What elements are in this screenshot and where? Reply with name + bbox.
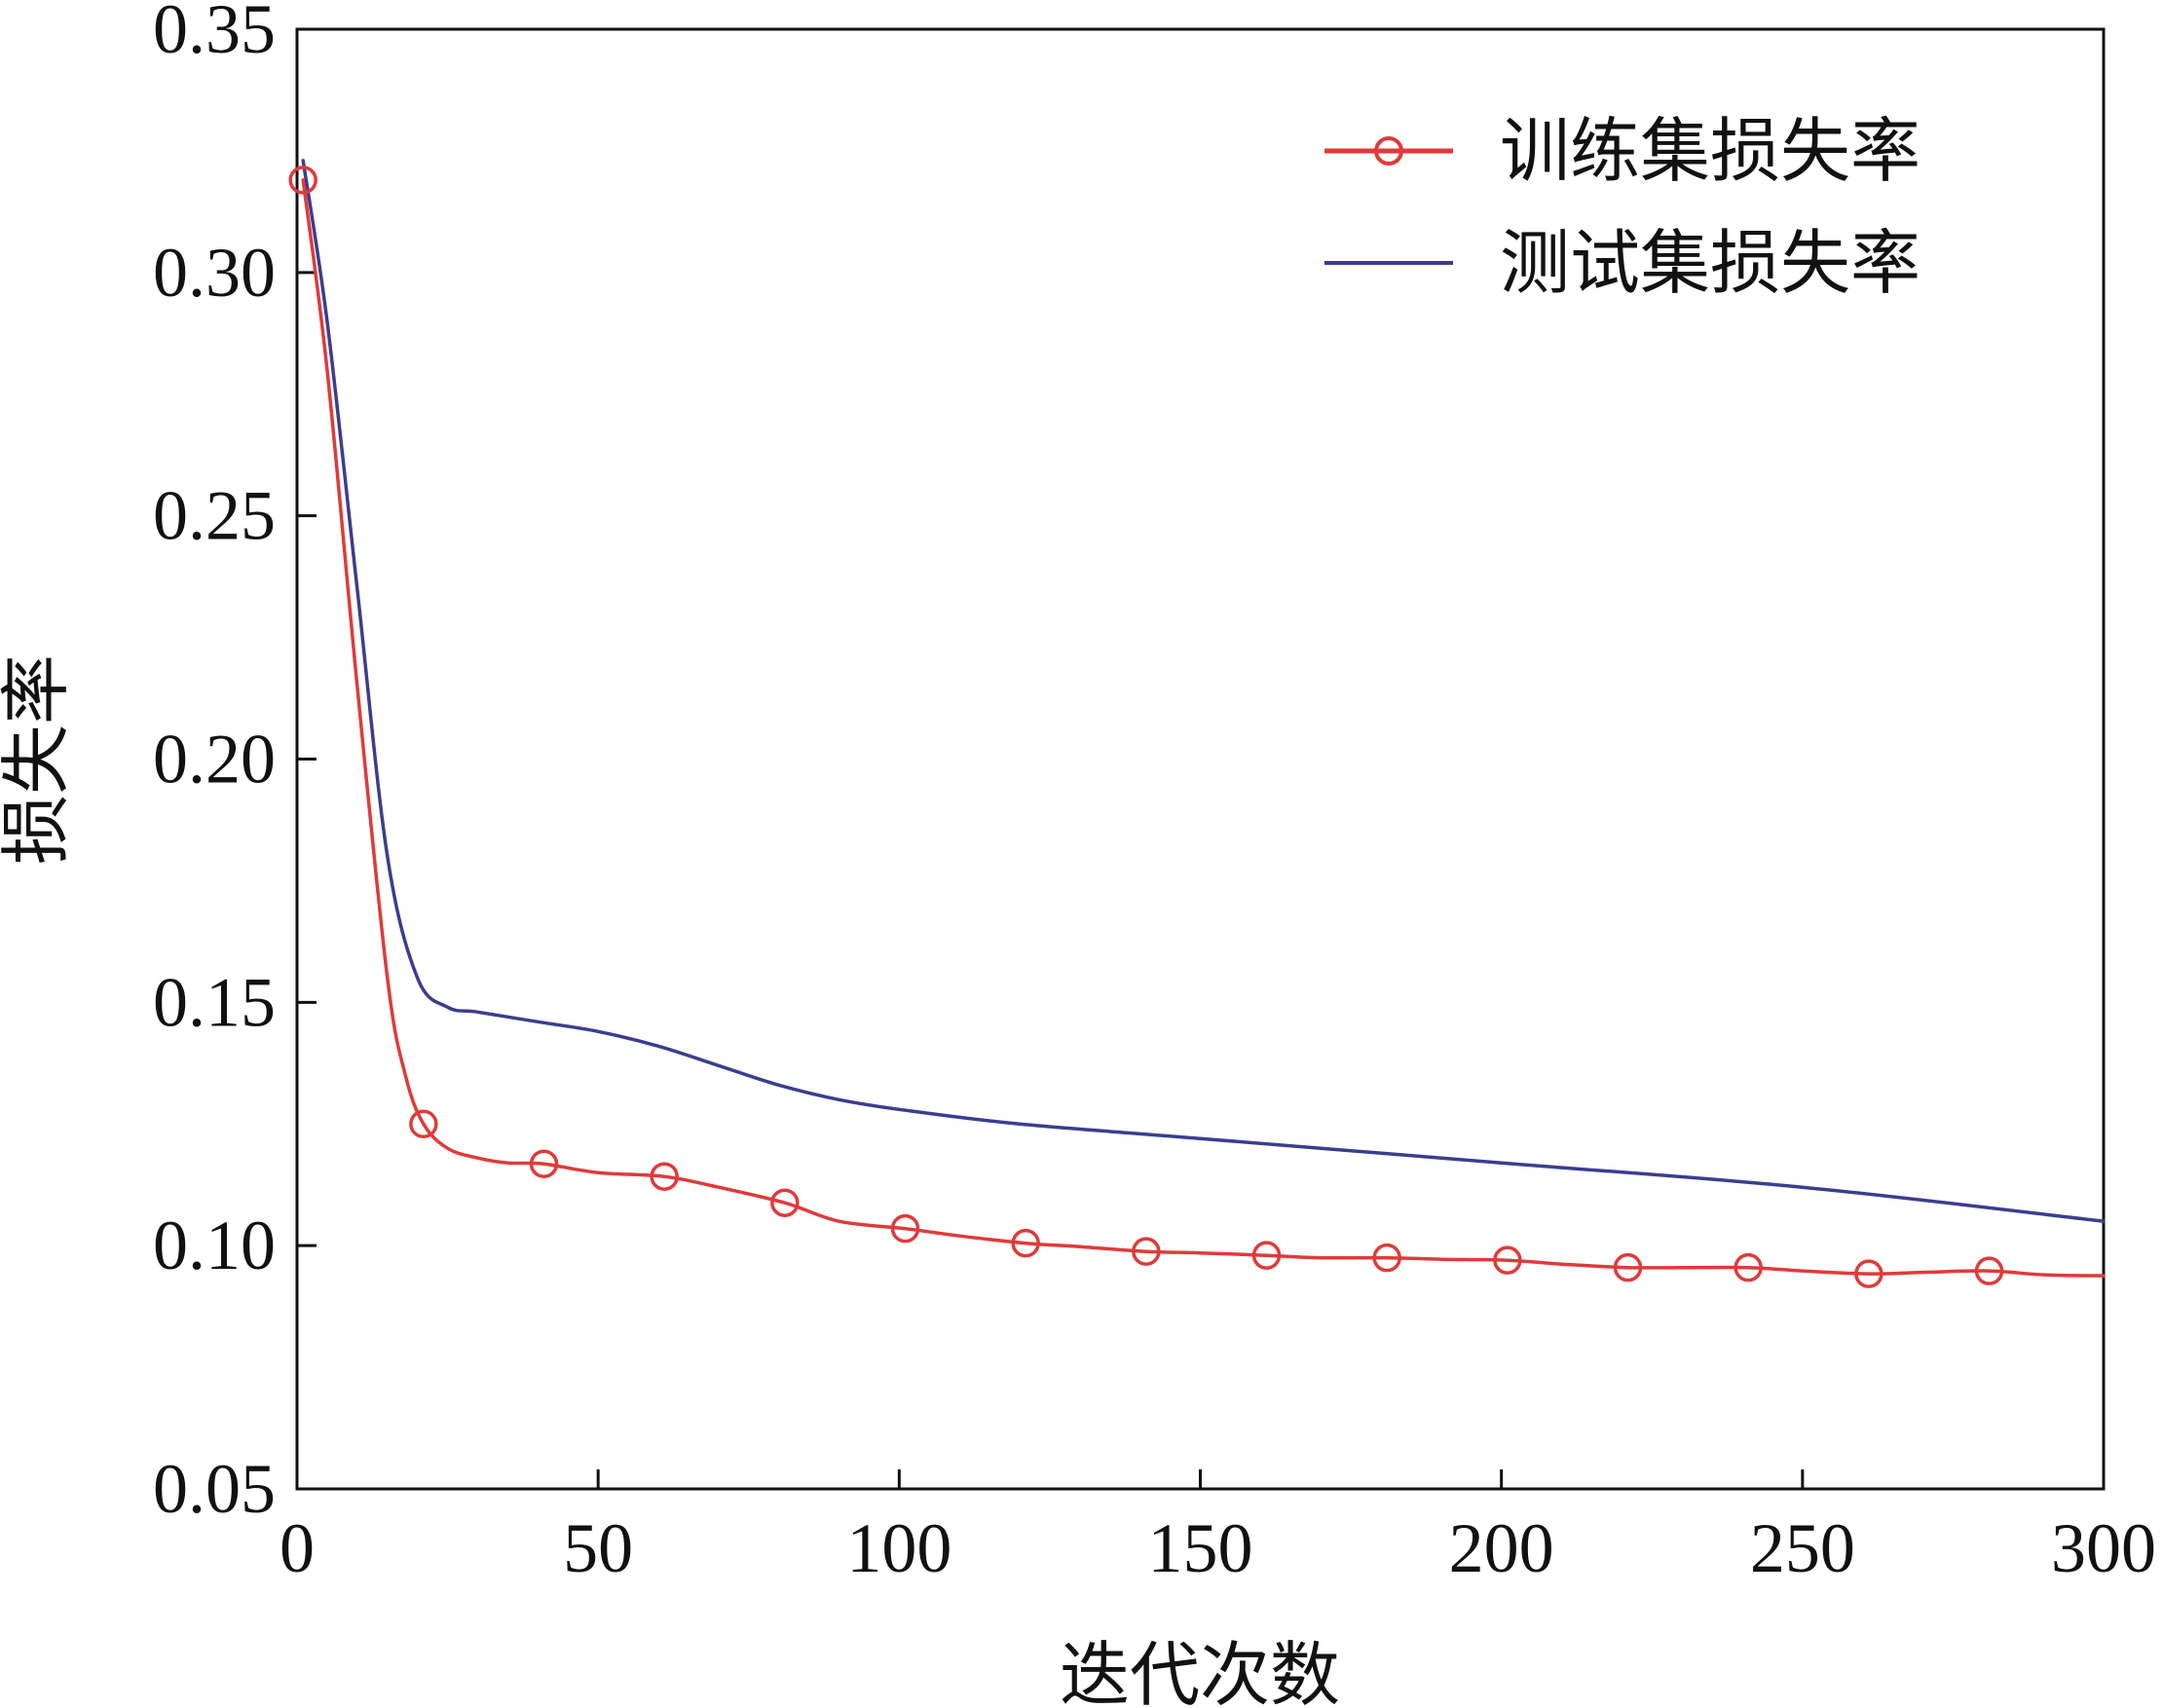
train-loss-marker: [770, 1188, 800, 1217]
legend: 训练集损失率 测试集损失率: [1324, 113, 1921, 303]
x-tick-label: 250: [1750, 1509, 1855, 1587]
x-tick-label: 0: [280, 1509, 315, 1587]
train-loss-marker: [1974, 1256, 2004, 1285]
test-loss-line: [301, 159, 2106, 1223]
y-tick-label: 0.30: [153, 234, 276, 312]
legend-label-test: 测试集损失率: [1500, 225, 1921, 303]
y-axis-title: 损失率: [0, 654, 76, 865]
train-loss-line: [301, 178, 2106, 1278]
train-loss-marker: [1011, 1228, 1040, 1258]
y-tick-label: 0.15: [153, 963, 276, 1041]
train-loss-marker: [529, 1149, 559, 1178]
train-loss-marker: [1251, 1241, 1282, 1270]
train-loss-marker: [288, 166, 317, 195]
x-axis-title: 迭代次数: [1060, 1637, 1340, 1708]
y-tick-label: 0.10: [153, 1207, 276, 1284]
train-loss-marker: [1493, 1245, 1522, 1275]
legend-label-train: 训练集损失率: [1500, 113, 1921, 191]
x-tick-label: 300: [2051, 1509, 2156, 1587]
series-layer: [288, 159, 2106, 1288]
x-tick-label: 150: [1148, 1509, 1253, 1587]
train-loss-marker: [1132, 1237, 1161, 1266]
train-loss-marker: [650, 1162, 679, 1191]
train-loss-marker: [1854, 1259, 1883, 1288]
legend-marker-train: [1374, 136, 1403, 166]
train-loss-marker: [890, 1213, 920, 1244]
train-loss-marker: [409, 1109, 438, 1138]
x-tick-label: 200: [1449, 1509, 1554, 1587]
y-axis: 0.05 0.10 0.15 0.20 0.25 0.30 0.35: [153, 0, 317, 1528]
train-loss-marker: [1734, 1252, 1763, 1282]
x-tick-label: 100: [846, 1509, 951, 1587]
y-tick-label: 0.35: [153, 0, 276, 68]
x-tick-label: 50: [563, 1509, 633, 1587]
x-axis: 0 50 100 150 200 250 300: [280, 1469, 2156, 1587]
train-loss-marker: [1372, 1243, 1401, 1273]
y-tick-label: 0.25: [153, 477, 276, 555]
train-loss-marker: [1613, 1252, 1643, 1282]
y-tick-label: 0.05: [153, 1450, 276, 1528]
y-tick-label: 0.20: [153, 721, 276, 798]
